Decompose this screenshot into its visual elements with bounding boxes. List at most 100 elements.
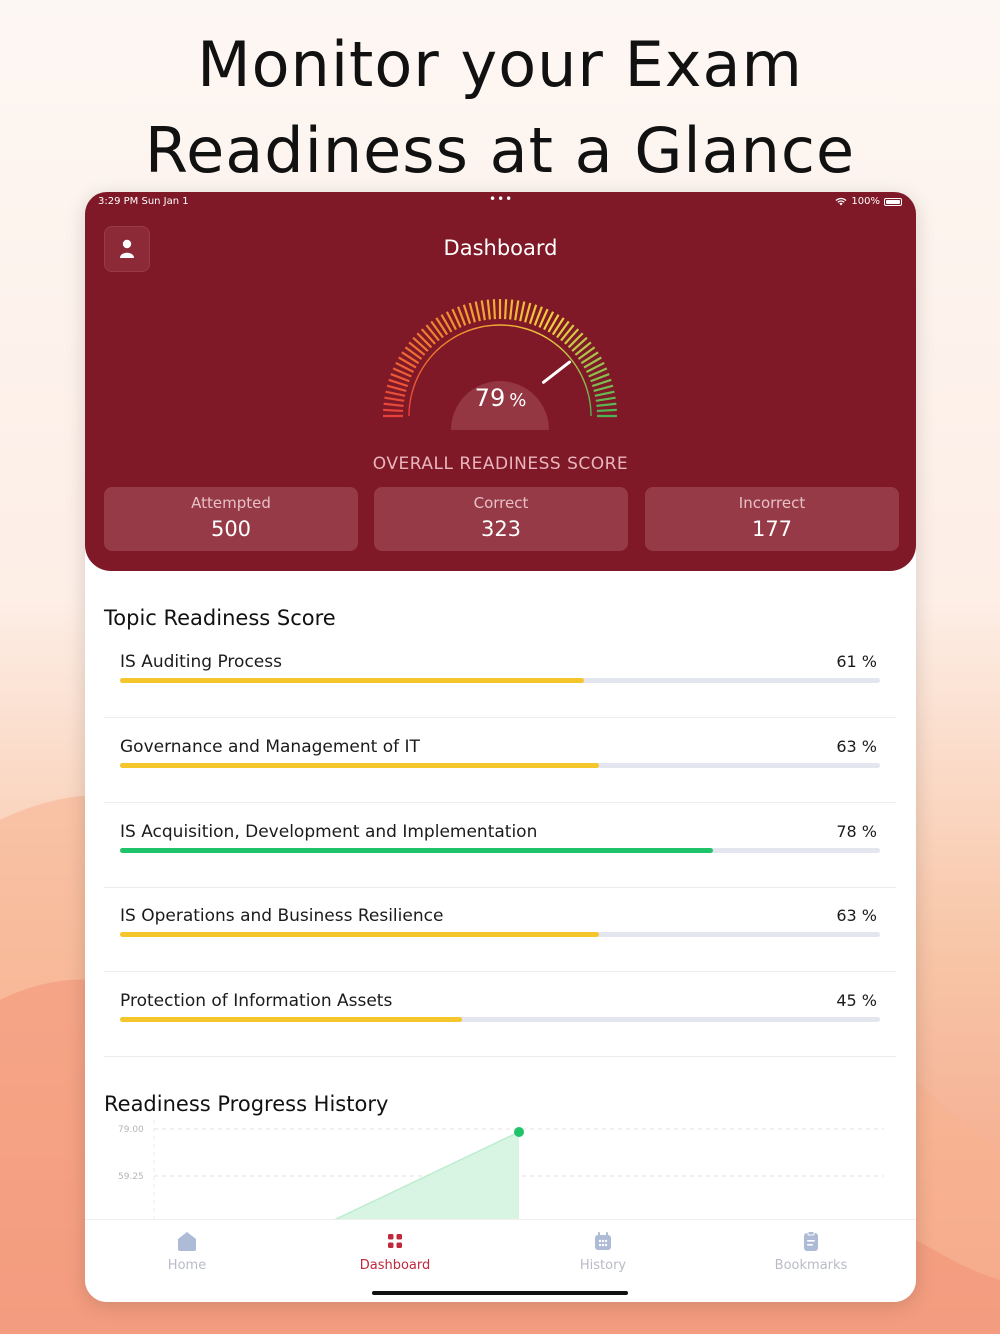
topic-row[interactable]: IS Auditing Process 61 % bbox=[104, 633, 896, 718]
gauge-arc-segment bbox=[507, 324, 515, 327]
gauge-arc-segment bbox=[558, 346, 565, 353]
topic-progress-track bbox=[120, 1017, 880, 1022]
topic-progress-fill bbox=[120, 678, 584, 683]
gauge-tick bbox=[560, 324, 575, 342]
gauge-tick bbox=[594, 390, 615, 397]
y-tick-mid: 59.25 bbox=[118, 1172, 144, 1182]
gauge-score-unit: % bbox=[509, 390, 527, 411]
tab-history-label: History bbox=[579, 1258, 627, 1273]
gauge-tick bbox=[486, 299, 491, 320]
history-point[interactable] bbox=[514, 1127, 524, 1137]
topic-percent-value: 78 bbox=[836, 822, 857, 841]
gauge-arc-segment bbox=[464, 328, 473, 333]
profile-button[interactable] bbox=[104, 226, 150, 272]
topic-name: Protection of Information Assets bbox=[120, 991, 393, 1011]
gauge-arc-segment bbox=[425, 356, 432, 363]
gauge-tick bbox=[395, 361, 415, 373]
gauge-tick bbox=[451, 308, 462, 328]
gauge-arc-segment bbox=[435, 346, 442, 353]
gauge-arc-segment bbox=[540, 334, 548, 340]
gauge-ticks bbox=[383, 299, 617, 418]
topic-percent: 45 % bbox=[836, 991, 877, 1010]
tab-home[interactable]: Home bbox=[127, 1230, 247, 1273]
gauge-tick bbox=[588, 367, 608, 378]
topic-progress-track bbox=[120, 678, 880, 683]
topic-name: IS Operations and Business Resilience bbox=[120, 906, 444, 926]
history-line bbox=[333, 1131, 520, 1220]
multitasking-dots[interactable]: ••• bbox=[489, 192, 514, 206]
gauge-tick bbox=[430, 320, 444, 339]
tab-dashboard[interactable]: Dashboard bbox=[335, 1230, 455, 1273]
topic-percent-unit: % bbox=[861, 991, 877, 1010]
tab-bar: Home Dashboard History bbox=[85, 1219, 916, 1302]
page-title: Dashboard bbox=[443, 236, 558, 260]
gauge-arc-segment bbox=[514, 325, 522, 329]
gauge-tick bbox=[585, 361, 605, 373]
topic-row[interactable]: IS Acquisition, Development and Implemen… bbox=[104, 803, 896, 888]
gauge-tick bbox=[571, 336, 588, 352]
stat-correct-label: Correct bbox=[473, 494, 529, 512]
gauge-arc-segment bbox=[553, 341, 560, 348]
tab-history[interactable]: History bbox=[543, 1230, 663, 1273]
status-right: 100% bbox=[835, 196, 902, 207]
gauge-tick bbox=[580, 351, 599, 365]
history-icon bbox=[595, 1232, 611, 1250]
gauge-tick bbox=[533, 306, 543, 326]
gauge-arc-segment bbox=[412, 380, 417, 389]
topic-progress-track bbox=[120, 848, 880, 853]
gauge-inner-arc bbox=[408, 324, 592, 417]
gauge-tick bbox=[408, 341, 426, 356]
topic-name: Governance and Management of IT bbox=[120, 737, 420, 757]
gauge-arc-segment bbox=[478, 325, 486, 329]
gauge-tick bbox=[462, 304, 472, 325]
gauge-arc-segment bbox=[589, 401, 592, 409]
topic-percent-value: 61 bbox=[836, 652, 857, 671]
gauge-arc-segment bbox=[587, 394, 591, 402]
gauge-tick bbox=[385, 390, 406, 397]
gauge-arc-segment bbox=[421, 362, 427, 369]
stat-incorrect: Incorrect 177 bbox=[645, 487, 899, 551]
headline-line-2: Readiness at a Glance bbox=[144, 114, 856, 187]
gauge-tick bbox=[556, 320, 570, 339]
gauge-tick bbox=[595, 396, 616, 402]
device-frame: 3:29 PM Sun Jan 1 ••• 100% Dashboard bbox=[85, 192, 916, 1302]
gauge-tick bbox=[514, 300, 520, 321]
gauge-arc-segment bbox=[563, 351, 570, 358]
topic-row[interactable]: Governance and Management of IT 63 % bbox=[104, 718, 896, 803]
gauge-tick bbox=[543, 311, 555, 331]
gauge-tick bbox=[383, 402, 404, 407]
progress-history-chart: 79.00 59.25 bbox=[118, 1120, 884, 1220]
gauge-arc-segment bbox=[446, 337, 453, 343]
dashboard-grid-icon bbox=[388, 1234, 402, 1248]
gauge-tick bbox=[528, 304, 538, 325]
gauge-tick bbox=[564, 328, 580, 345]
gauge-arc-segment bbox=[408, 401, 411, 409]
gauge-tick bbox=[492, 299, 497, 320]
topic-row[interactable]: IS Operations and Business Resilience 63… bbox=[104, 887, 896, 972]
gauge-arc-segment bbox=[576, 368, 582, 376]
topic-row[interactable]: Protection of Information Assets 45 % bbox=[104, 972, 896, 1057]
gauge-arc-segment bbox=[440, 341, 447, 348]
readiness-gauge bbox=[383, 299, 617, 430]
topic-percent-unit: % bbox=[861, 737, 877, 756]
gauge-tick bbox=[503, 299, 508, 320]
overall-readiness-label: OVERALL READINESS SCORE bbox=[372, 454, 629, 474]
stat-attempted-label: Attempted bbox=[191, 494, 271, 512]
topic-percent: 63 % bbox=[836, 906, 877, 925]
gauge-arc-segment bbox=[409, 394, 413, 402]
gauge-tick bbox=[404, 346, 423, 360]
gauge-tick bbox=[519, 301, 526, 322]
gauge-arc-segment bbox=[410, 387, 415, 395]
tab-bookmarks-label: Bookmarks bbox=[774, 1258, 848, 1273]
home-icon bbox=[178, 1232, 196, 1251]
gauge-tick bbox=[384, 396, 405, 402]
gauge-tick bbox=[593, 384, 614, 392]
stat-incorrect-label: Incorrect bbox=[738, 494, 806, 512]
topic-percent: 78 % bbox=[836, 822, 877, 841]
topic-percent-unit: % bbox=[861, 652, 877, 671]
stat-attempted: Attempted 500 bbox=[104, 487, 358, 551]
gauge-arc-segment bbox=[485, 324, 493, 327]
tab-bookmarks[interactable]: Bookmarks bbox=[751, 1230, 871, 1273]
battery-percent: 100% bbox=[851, 196, 880, 207]
gauge-arc-segment bbox=[547, 337, 554, 343]
